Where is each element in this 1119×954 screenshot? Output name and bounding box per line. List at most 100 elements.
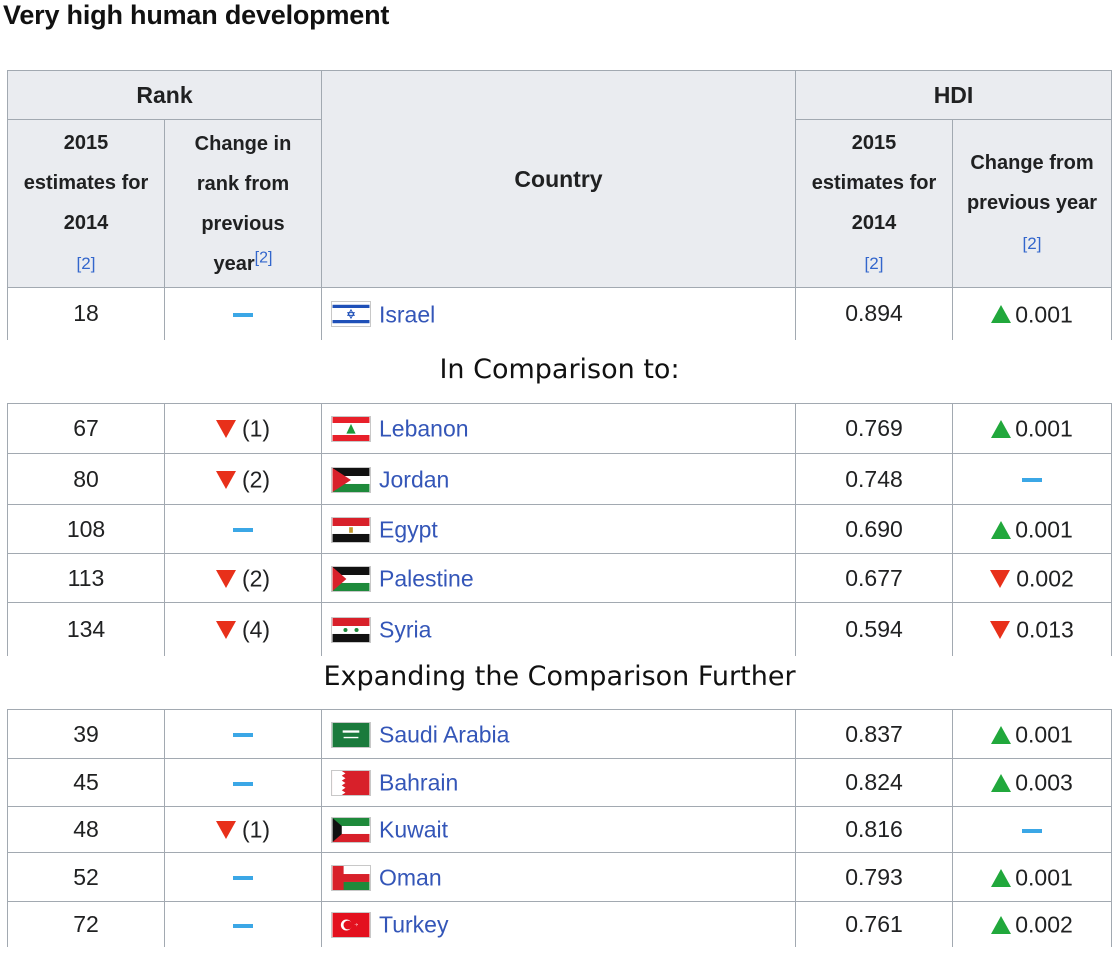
hdi-change-cell [952,453,1112,505]
hdi-value: 0.761 [845,910,903,937]
table-row: 48 (1) Kuwait 0.816 [7,806,1112,853]
no-change-dash-icon [233,528,253,533]
hdi-change-cell: 0.001 [952,504,1112,554]
saudi-arabia-flag-icon[interactable] [331,721,371,748]
reference-link[interactable]: [2] [254,248,273,266]
hdi-change-cell: 0.001 [952,287,1112,340]
increase-triangle-icon [991,915,1012,934]
hdi-cell: 0.894 [795,287,953,340]
rank-change-value: (2) [241,466,271,493]
rank-value: 45 [73,769,99,795]
syria-flag-icon[interactable] [331,616,371,643]
table-row: 80 (2) Jordan 0.748 [7,453,1112,505]
egypt-flag-icon[interactable] [331,516,371,543]
country-link[interactable]: Egypt [379,516,438,543]
hdi-change-cell: 0.002 [952,553,1112,603]
country-header: Country [321,70,796,288]
rank-change-value: (4) [241,616,271,643]
country-link[interactable]: Bahrain [379,769,459,796]
table-row: 113 (2) Palestine 0.677 0.002 [7,553,1112,603]
rank-change-cell [164,504,322,554]
rank-change-header[interactable]: Change in rank from previous year[2] [164,119,322,288]
hdi-change-cell: 0.002 [952,901,1112,947]
hdi-cell: 0.761 [795,901,953,947]
table-row: 45 Bahrain 0.824 0.003 [7,758,1112,807]
increase-triangle-icon [991,420,1012,439]
palestine-flag-icon[interactable] [331,565,371,592]
country-link[interactable]: Israel [379,300,436,327]
country-cell: Oman [321,852,796,902]
hdi-change-value: 0.003 [1015,769,1073,796]
rank-cell: 18 [7,287,165,340]
reference-link[interactable]: [2] [76,254,96,273]
rank-change-value: (2) [241,565,271,592]
jordan-flag-icon[interactable] [331,466,371,493]
country-link[interactable]: Saudi Arabia [379,721,510,748]
turkey-flag-icon[interactable] [331,911,371,938]
hdi-change-cell: 0.001 [952,709,1112,759]
no-change-dash-icon [233,733,253,738]
decrease-triangle-icon [215,821,236,840]
kuwait-flag-icon[interactable] [331,817,371,844]
no-change-dash-icon [233,781,253,786]
no-change-dash-icon [1022,828,1042,833]
country-cell: Jordan [321,453,796,505]
israel-flag-icon[interactable] [331,301,371,328]
country-link[interactable]: Turkey [379,911,449,938]
hdi-cell: 0.816 [795,806,953,853]
increase-triangle-icon [991,868,1012,887]
decrease-triangle-icon [215,470,236,489]
hdi-estimates-header[interactable]: 2015 estimates for 2014 [2] [795,119,953,288]
hdi-change-value: 0.002 [1015,911,1073,938]
rank-change-cell: (4) [164,602,322,656]
expanding-caption: Expanding the Comparison Further [323,661,796,692]
rank-cell: 72 [7,901,165,947]
country-cell: Saudi Arabia [321,709,796,759]
country-link[interactable]: Kuwait [379,816,449,843]
hdi-cell: 0.690 [795,504,953,554]
hdi-cell: 0.677 [795,553,953,603]
rank-cell: 108 [7,504,165,554]
rank-estimates-header[interactable]: 2015 estimates for 2014 [2] [7,119,165,288]
hdi-cell: 0.769 [795,403,953,454]
country-link[interactable]: Oman [379,864,442,891]
no-change-dash-icon [233,923,253,928]
reference-link[interactable]: [2] [1022,234,1042,253]
rank-change-cell: (1) [164,403,322,454]
rank-value: 72 [73,910,99,937]
oman-flag-icon[interactable] [331,864,371,891]
rank-value: 18 [73,300,99,327]
hdi-value: 0.824 [845,769,903,795]
bahrain-flag-icon[interactable] [331,770,371,797]
reference-link[interactable]: [2] [864,254,884,273]
hdi-value: 0.690 [845,515,903,542]
hdi-change-header[interactable]: Change from previous year [2] [952,119,1112,288]
country-link[interactable]: Palestine [379,565,474,592]
rank-change-cell [164,758,322,807]
table-row: 67 (1) Lebanon 0.769 0.001 [7,403,1112,454]
rank-header: Rank [7,70,322,120]
rank-change-cell: (2) [164,453,322,505]
hdi-change-value: 0.002 [1016,565,1074,592]
increase-triangle-icon [991,774,1012,793]
rank-change-cell: (1) [164,806,322,853]
hdi-value: 0.816 [845,816,903,842]
hdi-change-cell: 0.001 [952,403,1112,454]
rank-cell: 113 [7,553,165,603]
no-change-dash-icon [233,876,253,881]
country-link[interactable]: Syria [379,616,432,643]
rank-change-cell [164,901,322,947]
hdi-change-cell: 0.013 [952,602,1112,656]
decrease-triangle-icon [215,620,236,639]
lebanon-flag-icon[interactable] [331,416,371,443]
country-link[interactable]: Lebanon [379,415,469,442]
hdi-header: HDI [795,70,1112,120]
hdi-change-cell: 0.001 [952,852,1112,902]
rank-change-value: (1) [241,816,271,843]
hdi-change-value: 0.013 [1016,616,1074,643]
country-link[interactable]: Jordan [379,466,450,493]
increase-triangle-icon [991,725,1012,744]
page-title: Very high human development [3,0,390,30]
table-row: 72 Turkey 0.761 0.002 [7,901,1112,947]
table-row: 108 Egypt 0.690 0.001 [7,504,1112,554]
